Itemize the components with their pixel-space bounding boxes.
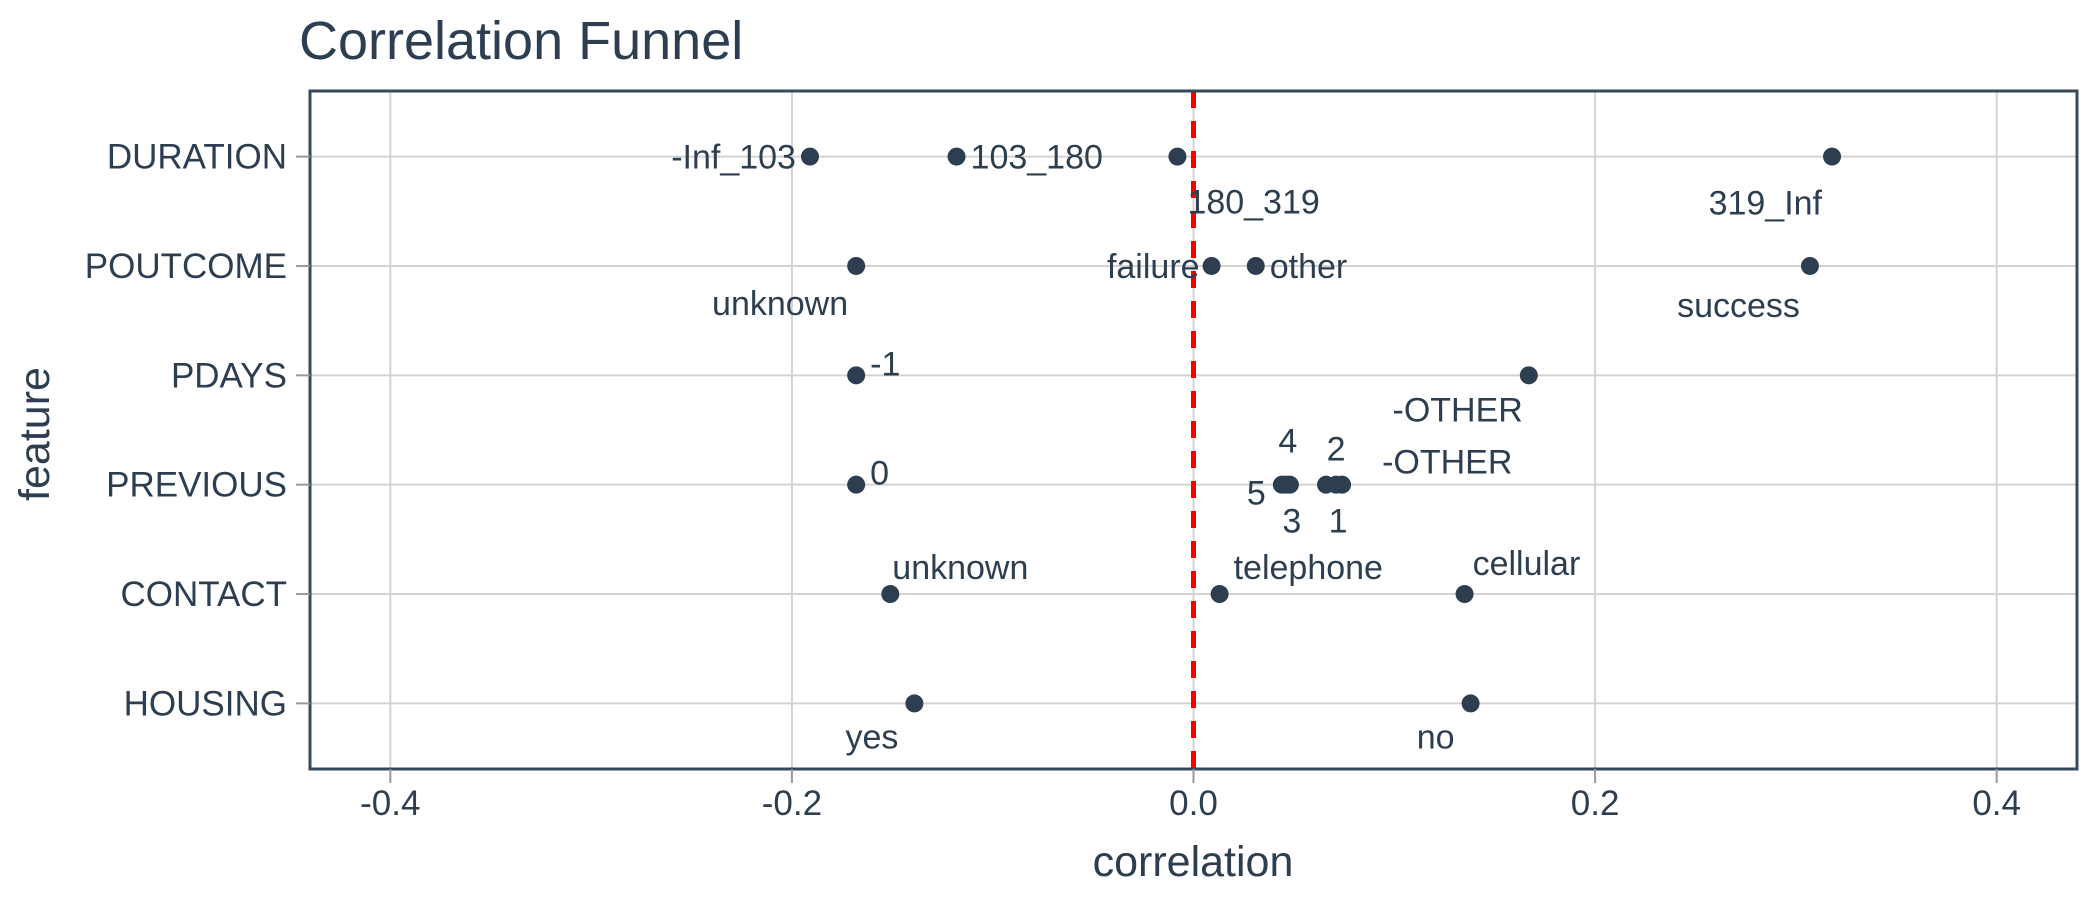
data-point — [1210, 585, 1229, 604]
x-tick-label: 0.4 — [1972, 784, 2021, 823]
data-point — [1461, 694, 1480, 713]
point-label: 180_319 — [1187, 184, 1319, 222]
x-tick-label: -0.4 — [360, 784, 420, 823]
data-point — [1823, 147, 1842, 166]
data-point — [1333, 475, 1352, 494]
chart-title: Correlation Funnel — [299, 11, 744, 71]
data-point — [1455, 585, 1474, 604]
data-point — [947, 147, 966, 166]
point-label: unknown — [712, 285, 848, 323]
data-point — [905, 694, 924, 713]
data-point — [847, 475, 866, 494]
point-label: -OTHER — [1382, 444, 1512, 482]
point-label: failure — [1107, 248, 1200, 286]
point-label: -1 — [870, 345, 900, 383]
point-label: 319_Inf — [1709, 185, 1823, 223]
point-label: yes — [845, 718, 898, 756]
y-axis-category-label: CONTACT — [120, 575, 287, 614]
data-point — [881, 585, 900, 604]
point-label: -Inf_103 — [671, 139, 796, 177]
data-point — [1519, 366, 1538, 385]
point-label: telephone — [1234, 549, 1383, 587]
data-point — [847, 256, 866, 275]
point-label: other — [1270, 248, 1348, 286]
y-axis-category-label: PDAYS — [171, 356, 287, 395]
x-tick-label: 0.0 — [1169, 784, 1218, 823]
point-label: 1 — [1329, 503, 1348, 541]
x-tick-label: 0.2 — [1571, 784, 1620, 823]
x-axis-title: correlation — [1092, 838, 1294, 886]
data-point — [847, 366, 866, 385]
point-label: 103_180 — [971, 139, 1103, 177]
point-label: 3 — [1282, 503, 1301, 541]
data-point — [1202, 256, 1221, 275]
data-point — [800, 147, 819, 166]
point-label: -OTHER — [1393, 391, 1523, 429]
point-label: 4 — [1278, 423, 1297, 461]
point-label: 5 — [1247, 475, 1266, 513]
y-axis-category-label: HOUSING — [124, 684, 287, 723]
data-point — [1168, 147, 1187, 166]
point-label: 0 — [870, 455, 889, 493]
y-axis-category-label: PREVIOUS — [106, 466, 287, 505]
y-axis-category-label: DURATION — [107, 138, 287, 177]
point-label: 2 — [1327, 431, 1346, 469]
point-label: success — [1677, 287, 1800, 325]
data-point — [1800, 256, 1819, 275]
point-label: cellular — [1473, 545, 1581, 583]
y-axis-title: feature — [11, 367, 59, 501]
point-label: no — [1417, 718, 1455, 756]
y-axis-category-label: POUTCOME — [85, 247, 287, 286]
data-point — [1280, 475, 1299, 494]
x-tick-label: -0.2 — [762, 784, 822, 823]
point-label: unknown — [892, 549, 1028, 587]
data-point — [1246, 256, 1265, 275]
